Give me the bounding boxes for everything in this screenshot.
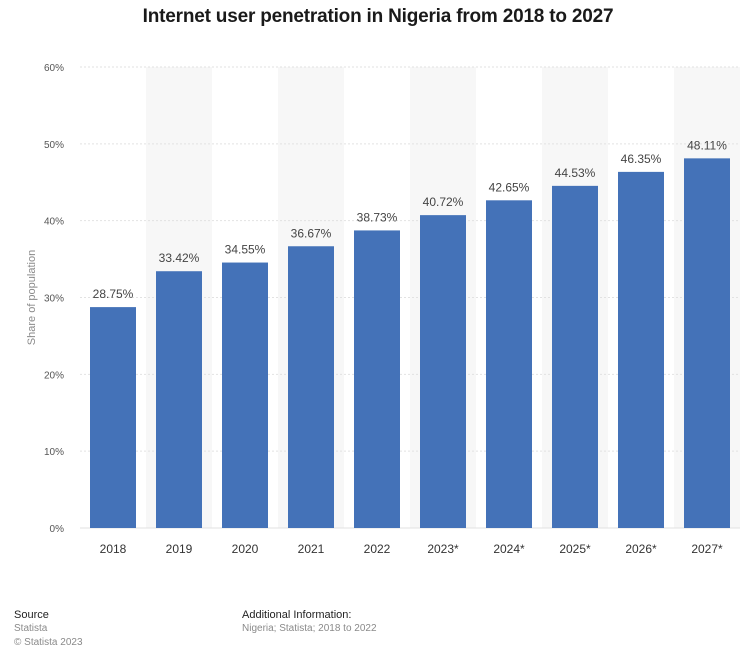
x-tick-label: 2025*: [559, 542, 591, 556]
bar-2026: [618, 171, 664, 528]
bar-2020: [222, 262, 268, 528]
source-block: Source Statista © Statista 2023: [14, 608, 83, 650]
bar-chart: 0% 10% 20% 30% 40% 50% 60% Share of population 2…: [26, 63, 740, 556]
bar-2021: [288, 246, 334, 528]
y-tick-label: 30%: [44, 294, 64, 305]
additional-info-line: Nigeria; Statista; 2018 to 2022: [242, 623, 377, 634]
additional-info-heading[interactable]: Additional Information:: [242, 609, 352, 621]
x-tick-label: 2019: [166, 542, 193, 556]
x-tick-label: 2024*: [493, 542, 525, 556]
data-label: 40.72%: [423, 195, 464, 209]
y-tick-label: 10%: [44, 447, 64, 458]
source-line-copyright: © Statista 2023: [14, 637, 83, 648]
x-tick-label: 2023*: [427, 542, 459, 556]
data-label: 34.55%: [225, 243, 266, 257]
bar-2019: [156, 271, 202, 528]
bar-2023: [420, 215, 466, 528]
bar-2022: [354, 230, 400, 528]
y-axis-title: Share of population: [26, 250, 38, 345]
source-line-statista[interactable]: Statista: [14, 623, 48, 634]
x-tick-label: 2022: [364, 542, 391, 556]
x-tick-label: 2027*: [691, 542, 723, 556]
x-tick-label: 2020: [232, 542, 259, 556]
data-label: 36.67%: [291, 226, 332, 240]
data-label: 33.42%: [159, 251, 200, 265]
data-label: 44.53%: [555, 166, 596, 180]
bar-2018: [90, 307, 136, 528]
bar-2025: [552, 185, 598, 529]
chart-title: Internet user penetration in Nigeria fro…: [142, 6, 614, 27]
data-label: 48.11%: [687, 138, 727, 152]
x-tick-label: 2026*: [625, 542, 657, 556]
data-label: 28.75%: [93, 287, 134, 301]
source-heading: Source: [14, 609, 49, 621]
y-tick-label: 60%: [44, 63, 64, 74]
data-label: 38.73%: [357, 210, 398, 224]
data-label: 42.65%: [489, 180, 530, 194]
y-tick-label: 0%: [50, 524, 65, 535]
bar-2024: [486, 200, 532, 528]
additional-info-block: Additional Information: Nigeria; Statist…: [242, 608, 377, 636]
y-tick-label: 40%: [44, 217, 64, 228]
data-label: 46.35%: [621, 152, 662, 166]
y-tick-label: 20%: [44, 370, 64, 381]
y-tick-label: 50%: [44, 140, 64, 151]
bar-2027: [684, 158, 730, 528]
x-tick-label: 2018: [100, 542, 127, 556]
x-tick-label: 2021: [298, 542, 325, 556]
